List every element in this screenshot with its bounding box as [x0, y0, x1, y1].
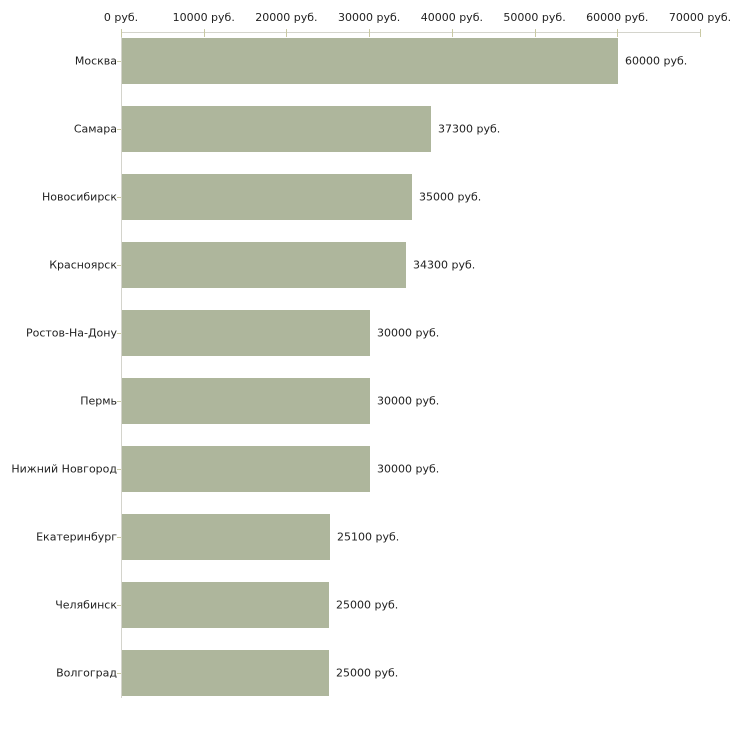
value-label: 30000 руб.	[377, 394, 440, 408]
y-axis-line	[121, 32, 122, 698]
x-axis-tick-label: 20000 руб.	[255, 11, 318, 24]
category-label: Челябинск	[55, 598, 117, 612]
y-axis-tick-mark	[117, 265, 121, 266]
category-label: Новосибирск	[41, 190, 117, 204]
value-label: 37300 руб.	[438, 122, 501, 136]
category-label: Екатеринбург	[36, 530, 117, 544]
y-axis-tick-mark	[117, 537, 121, 538]
y-axis-tick-mark	[117, 129, 121, 130]
category-label: Пермь	[80, 394, 117, 408]
category-label: Нижний Новгород	[11, 462, 117, 476]
x-axis-tick-label: 10000 руб.	[172, 11, 235, 24]
value-label: 60000 руб.	[625, 54, 688, 68]
x-axis-tick-mark	[700, 29, 701, 37]
bar	[122, 38, 618, 84]
x-axis-tick-mark	[369, 29, 371, 37]
x-axis-line	[121, 32, 701, 33]
category-label: Самара	[73, 122, 117, 136]
value-label: 25100 руб.	[337, 530, 400, 544]
x-axis-tick-mark	[203, 29, 205, 37]
bar	[122, 106, 431, 152]
bar	[122, 378, 370, 424]
y-axis-tick-mark	[117, 333, 121, 334]
category-label: Ростов-На-Дону	[25, 326, 117, 340]
x-axis-tick-mark	[451, 29, 453, 37]
bar	[122, 310, 370, 356]
category-label: Москва	[74, 54, 117, 68]
category-label: Красноярск	[49, 258, 117, 272]
x-axis-tick-label: 40000 руб.	[420, 11, 483, 24]
value-label: 30000 руб.	[377, 462, 440, 476]
x-axis-tick-label: 0 руб.	[103, 11, 139, 24]
bar	[122, 514, 330, 560]
bar	[122, 446, 370, 492]
value-label: 25000 руб.	[336, 666, 399, 680]
value-label: 30000 руб.	[377, 326, 440, 340]
y-axis-tick-mark	[117, 61, 121, 62]
y-axis-tick-mark	[117, 469, 121, 470]
bar	[122, 582, 329, 628]
bar	[122, 650, 329, 696]
x-axis-tick-mark	[617, 29, 619, 37]
x-axis-tick-mark	[286, 29, 288, 37]
bar	[122, 174, 412, 220]
x-axis-tick-label: 70000 руб.	[668, 11, 730, 24]
x-axis-tick-mark	[121, 29, 122, 37]
x-axis-tick-label: 60000 руб.	[586, 11, 649, 24]
category-label: Волгоград	[56, 666, 117, 680]
y-axis-tick-mark	[117, 673, 121, 674]
y-axis-tick-mark	[117, 605, 121, 606]
value-label: 34300 руб.	[413, 258, 476, 272]
x-axis-tick-mark	[534, 29, 536, 37]
y-axis-tick-mark	[117, 401, 121, 402]
bar	[122, 242, 406, 288]
y-axis-tick-mark	[117, 197, 121, 198]
value-label: 25000 руб.	[336, 598, 399, 612]
x-axis-tick-label: 50000 руб.	[503, 11, 566, 24]
x-axis-tick-label: 30000 руб.	[338, 11, 401, 24]
value-label: 35000 руб.	[419, 190, 482, 204]
